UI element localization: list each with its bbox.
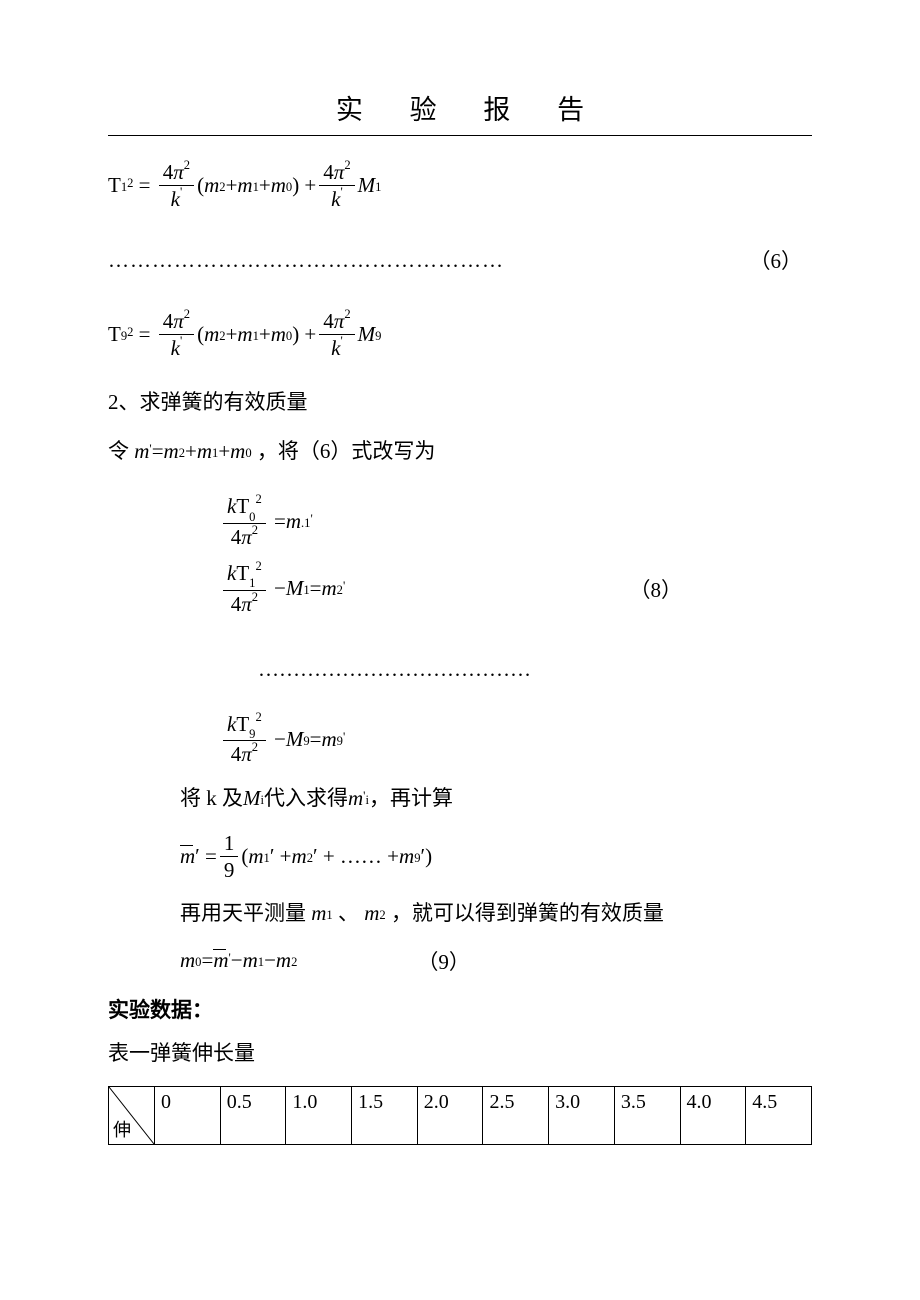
mean-equation: m′ = 19 (m1′ + m2′ + …… + m9′) [108, 831, 812, 882]
equation-8-dots: ………………………………… [108, 650, 812, 690]
section-2-heading: 2、求弹簧的有效质量 [108, 383, 812, 423]
equation-8-line1: kT024π2 = m.1' [108, 494, 812, 549]
spring-elongation-table: 伸 0 0.5 1.0 1.5 2.0 2.5 3.0 3.5 4.0 4.5 [108, 1086, 812, 1145]
title-underline [108, 135, 812, 136]
table-caption: 表一弹簧伸长量 [108, 1034, 812, 1074]
table-header-cell: 1.5 [352, 1086, 418, 1144]
table-header-cell: 2.5 [483, 1086, 549, 1144]
equation-9: m0 = m' − m1 − m2 （9） [108, 946, 812, 976]
equation-6-dots: ……………………………………………… （6） [108, 245, 812, 275]
table-header-cell: 3.0 [549, 1086, 615, 1144]
table-header-cell: 4.0 [680, 1086, 746, 1144]
equation-8-line9: kT924π2 − M9 = m9' [108, 712, 812, 767]
equation-6-line9: T92 = 4π2k' (m2 + m1 + m0) + 4π2k' M9 [108, 309, 812, 360]
equation-number-8: （8） [630, 574, 683, 604]
data-heading: 实验数据： [108, 994, 812, 1024]
substitute-line: 将 k 及Mi代入求得m'i，再计算 [108, 779, 812, 819]
let-mprime-line: 令 m' = m2 + m1 + m0 ，将（6）式改写为 [108, 432, 812, 472]
measure-line: 再用天平测量 m1 、 m2 ，就可以得到弹簧的有效质量 [108, 894, 812, 934]
table-header-cell: 1.0 [286, 1086, 352, 1144]
table-header-cell: 0 [155, 1086, 221, 1144]
table-header-cell: 4.5 [746, 1086, 812, 1144]
table-header-row: 伸 0 0.5 1.0 1.5 2.0 2.5 3.0 3.5 4.0 4.5 [109, 1086, 812, 1144]
page-title: 实 验 报 告 [108, 88, 812, 127]
equation-6-line1: T12 = 4π2k' (m2 + m1 + m0) + 4π2k' M1 [108, 160, 812, 211]
equation-number-6: （6） [750, 245, 813, 275]
table-diag-cell: 伸 [109, 1086, 155, 1144]
table-header-cell: 0.5 [220, 1086, 286, 1144]
table-header-cell: 2.0 [417, 1086, 483, 1144]
equation-8-line2: kT124π2 − M1 = m2' （8） [108, 561, 812, 616]
table-header-cell: 3.5 [614, 1086, 680, 1144]
equation-number-9: （9） [417, 946, 470, 976]
